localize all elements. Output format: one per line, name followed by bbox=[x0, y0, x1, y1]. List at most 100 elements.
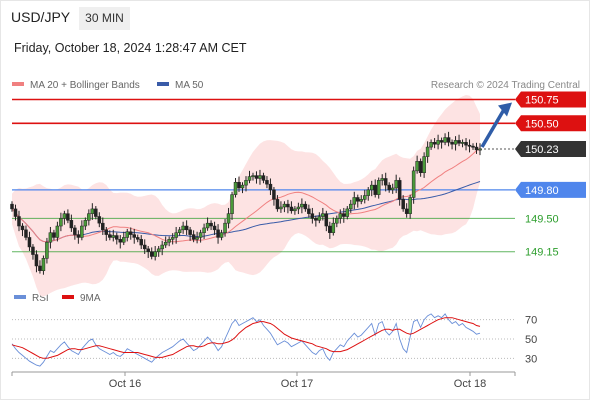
candle bbox=[359, 195, 364, 205]
candle-body bbox=[268, 183, 273, 191]
candle bbox=[146, 246, 150, 258]
candle-body bbox=[122, 237, 126, 243]
candle bbox=[272, 187, 276, 206]
candle-body bbox=[296, 206, 301, 210]
candle-body bbox=[142, 244, 147, 250]
candle-body bbox=[467, 144, 472, 147]
candle bbox=[471, 143, 475, 150]
candle bbox=[439, 137, 444, 149]
candle bbox=[184, 220, 189, 235]
support-level-label: 149.15 bbox=[525, 247, 559, 259]
candle-body bbox=[104, 229, 109, 235]
candle bbox=[97, 212, 102, 228]
candle-body bbox=[247, 176, 252, 181]
candle bbox=[139, 235, 143, 250]
candle-body bbox=[432, 142, 437, 145]
candle-body bbox=[167, 239, 171, 243]
candle bbox=[233, 177, 238, 198]
ma9-swatch bbox=[62, 295, 74, 300]
symbol-title: USD/JPY bbox=[11, 9, 71, 25]
resistance-tag-bg bbox=[515, 91, 586, 108]
candle-body bbox=[338, 213, 343, 219]
projection-arrow-shaft bbox=[480, 108, 506, 148]
candle-body bbox=[188, 229, 192, 235]
timeframe-button[interactable]: 30 MIN bbox=[79, 7, 130, 30]
rsi-line bbox=[11, 313, 481, 367]
candle bbox=[376, 177, 381, 199]
candle bbox=[167, 236, 171, 247]
candle-body bbox=[310, 213, 315, 219]
candle bbox=[202, 223, 206, 239]
candle bbox=[198, 229, 203, 243]
candle-body bbox=[411, 170, 416, 198]
legend-ma20: MA 20 + Bollinger Bands bbox=[12, 80, 140, 91]
candle bbox=[275, 195, 280, 212]
candle-body bbox=[265, 180, 269, 185]
rsi-tick-label: 50 bbox=[525, 334, 537, 346]
candle-body bbox=[41, 258, 46, 271]
support-level-label: 149.50 bbox=[525, 213, 559, 225]
candle bbox=[149, 247, 154, 260]
candle-body bbox=[397, 180, 402, 200]
candle bbox=[265, 176, 269, 189]
candle bbox=[307, 204, 311, 218]
candle-body bbox=[286, 203, 290, 208]
candle-body bbox=[401, 199, 405, 210]
candle-body bbox=[153, 251, 157, 257]
candle bbox=[478, 143, 482, 156]
candle-body bbox=[223, 222, 227, 233]
candle-body bbox=[439, 140, 444, 143]
candle bbox=[226, 207, 231, 229]
resistance-level-value: 150.50 bbox=[525, 118, 559, 130]
candle-body bbox=[394, 180, 398, 189]
candle bbox=[314, 215, 318, 227]
candle bbox=[55, 221, 60, 242]
candle-body bbox=[156, 248, 161, 252]
candle-body bbox=[359, 199, 364, 202]
candle bbox=[59, 212, 63, 232]
ma50-line bbox=[11, 181, 481, 243]
candle bbox=[356, 194, 360, 208]
candle-body bbox=[261, 175, 266, 181]
candle-body bbox=[97, 216, 102, 224]
candle-body bbox=[328, 225, 332, 233]
legend-rsi: RSI bbox=[14, 293, 49, 304]
candle-body bbox=[219, 232, 224, 238]
candle bbox=[188, 226, 192, 241]
candle-body bbox=[125, 231, 130, 238]
candle-body bbox=[10, 203, 14, 210]
candle bbox=[369, 180, 374, 197]
candle bbox=[321, 207, 325, 221]
candle-body bbox=[66, 213, 70, 221]
candle bbox=[111, 229, 116, 242]
candle bbox=[41, 255, 46, 275]
candle-body bbox=[460, 142, 465, 144]
candle bbox=[331, 217, 336, 236]
candle-body bbox=[303, 203, 308, 210]
candle-body bbox=[13, 208, 18, 217]
candle bbox=[443, 133, 447, 146]
candle-body bbox=[163, 241, 168, 246]
candle-body bbox=[73, 227, 77, 235]
candle bbox=[268, 178, 273, 196]
candle-body bbox=[17, 216, 21, 227]
bollinger-band-fill bbox=[12, 95, 480, 297]
candle bbox=[324, 210, 329, 232]
candle-body bbox=[317, 216, 322, 221]
candle-body bbox=[94, 208, 98, 217]
candle-body bbox=[415, 161, 419, 172]
candle-body bbox=[87, 213, 91, 221]
candle-body bbox=[369, 184, 374, 191]
last-price-tag-bg bbox=[515, 140, 586, 157]
candle bbox=[216, 224, 220, 244]
candle bbox=[205, 217, 210, 231]
rsi-9ma-line bbox=[11, 317, 481, 359]
candle bbox=[27, 231, 32, 251]
x-tick-label: Oct 18 bbox=[454, 378, 486, 390]
candle-body bbox=[376, 180, 381, 195]
legend-ma20-label: MA 20 + Bollinger Bands bbox=[30, 80, 140, 91]
candle bbox=[436, 134, 440, 150]
candle bbox=[286, 199, 290, 214]
legend-ma50: MA 50 bbox=[157, 80, 203, 91]
